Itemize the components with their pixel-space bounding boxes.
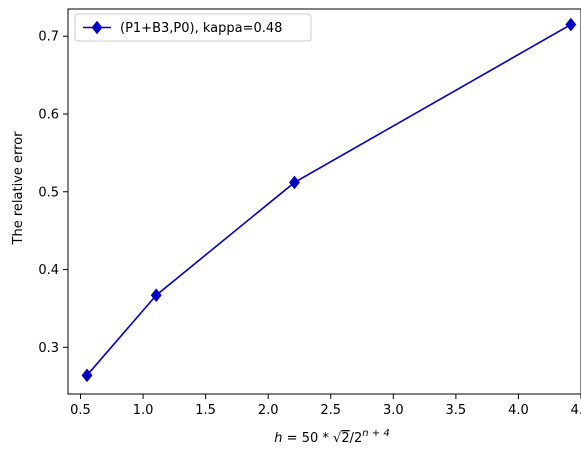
x-axis-ticks: 0.5 1.0 1.5 2.0 2.5 3.0 3.5 4.0 4.5 — [70, 394, 581, 418]
x-tick-label: 2.0 — [258, 403, 279, 418]
x-tick-label: 3.0 — [383, 403, 404, 418]
legend-marker — [91, 20, 103, 35]
series-layer — [81, 17, 577, 383]
y-tick-label: 0.4 — [38, 263, 59, 278]
legend: (P1+B3,P0), kappa=0.48 — [74, 13, 312, 42]
data-point-marker — [565, 17, 577, 32]
y-tick-label: 0.5 — [38, 185, 59, 200]
plot-area — [67, 8, 581, 395]
x-tick-label: 4.0 — [508, 403, 529, 418]
x-tick-label: 0.5 — [70, 403, 91, 418]
x-tick-label: 4.5 — [571, 403, 581, 418]
y-tick-label: 0.7 — [38, 30, 59, 45]
y-tick-label: 0.6 — [38, 108, 59, 123]
x-axis-label: h = 50 * √2/2n + 4 — [274, 428, 389, 446]
data-point-marker — [289, 175, 300, 190]
y-axis-label: The relative error — [11, 131, 26, 246]
legend-box — [74, 13, 312, 42]
data-point-marker — [81, 368, 93, 383]
x-tick-label: 3.5 — [446, 403, 467, 418]
sqrt-symbol: √ — [333, 431, 342, 446]
x-tick-label: 1.0 — [133, 403, 154, 418]
data-point-marker — [150, 288, 162, 303]
series-line — [86, 23, 572, 376]
x-tick-label: 2.5 — [320, 403, 341, 418]
y-tick-label: 0.3 — [38, 341, 59, 356]
plot-frame — [67, 8, 581, 395]
legend-label: (P1+B3,P0), kappa=0.48 — [120, 21, 282, 36]
x-tick-label: 1.5 — [195, 403, 216, 418]
y-axis-ticks: 0.3 0.4 0.5 0.6 0.7 — [38, 30, 68, 356]
